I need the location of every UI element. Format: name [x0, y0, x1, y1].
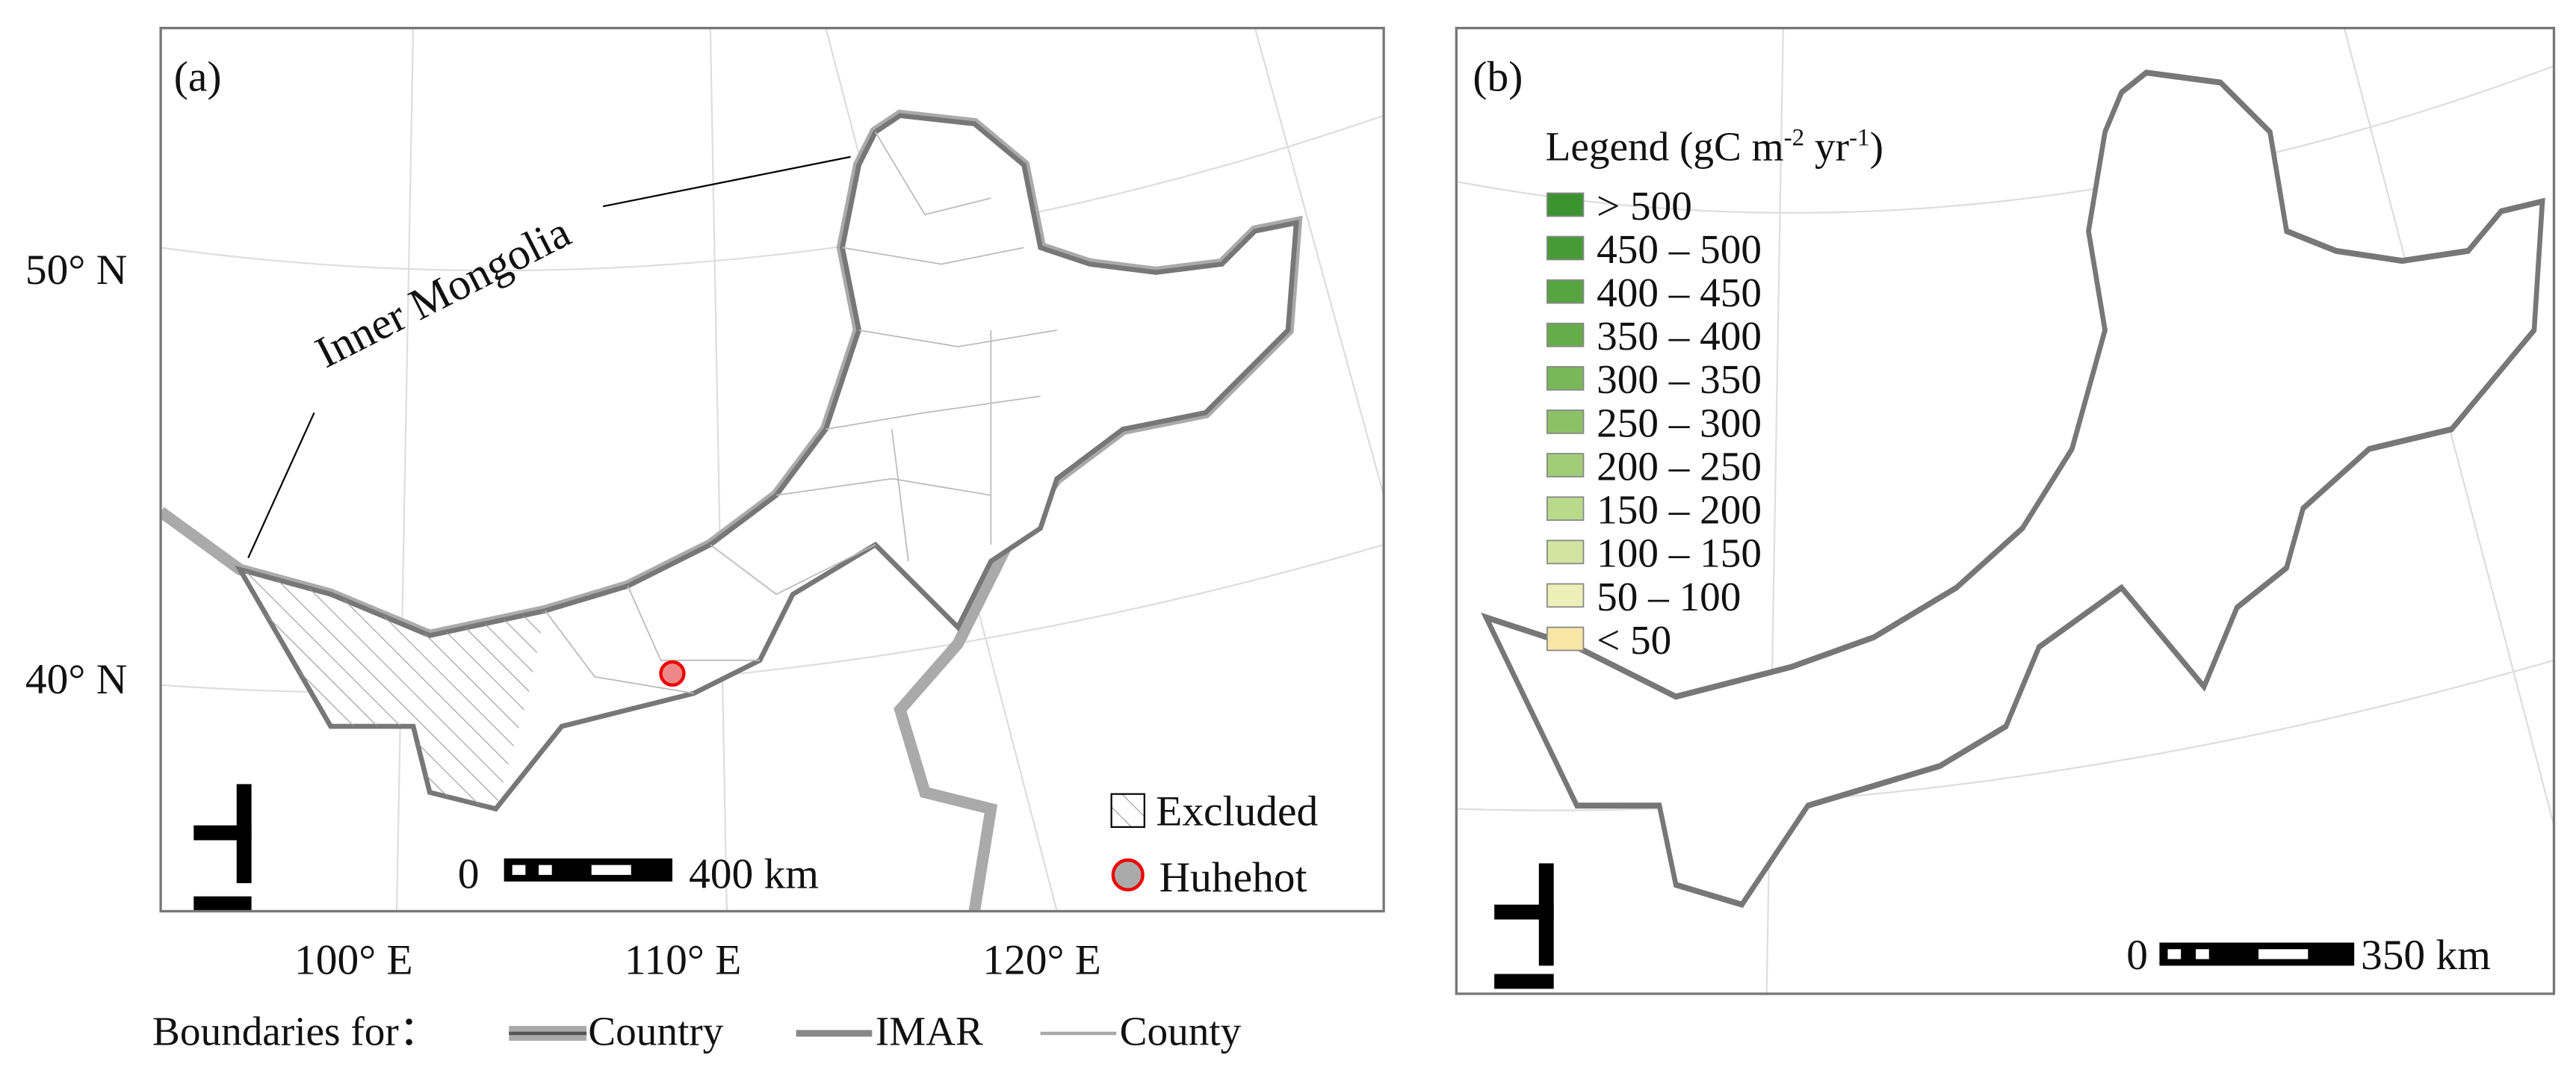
country-border — [161, 109, 1303, 912]
legend-swatch — [1546, 192, 1585, 217]
map-a: Inner Mongolia 0 400 km Excluded Huhehot… — [161, 28, 1384, 912]
arrow — [602, 155, 851, 208]
north-arrow — [193, 784, 252, 912]
lon-label: 110° E — [625, 936, 741, 983]
excluded-swatch — [1110, 793, 1145, 828]
panel-frame — [1455, 26, 2556, 995]
legend-label: Huhehot — [1159, 854, 1307, 901]
panel-label: (a) — [174, 54, 222, 101]
panel-label: (b) — [1473, 54, 1523, 101]
lon-label: 100° E — [294, 936, 413, 983]
legend-label: < 50 — [1597, 617, 1671, 663]
legend-swatch — [1546, 279, 1585, 304]
legend-swatch — [1546, 496, 1585, 522]
legend-title-text: ) — [1870, 123, 1883, 169]
scale-end: 400 km — [689, 851, 819, 898]
boundary-label: Country — [588, 1008, 723, 1054]
legend-label: 450 – 500 — [1597, 226, 1762, 272]
legend-title: Legend (gC m-2 yr-1) — [1546, 123, 1883, 169]
legend-label: Excluded — [1156, 788, 1318, 835]
legend-swatch — [1546, 626, 1585, 652]
legend-swatch — [1546, 453, 1585, 477]
legend-label: 400 – 450 — [1597, 270, 1762, 315]
annotation: Inner Mongolia — [308, 207, 578, 377]
scale-start: 0 — [458, 851, 480, 898]
map-b: 0 350 km (b) Legend (gC m-2 yr-1) > 5004… — [1456, 28, 2554, 994]
legend-title-text: yr — [1804, 123, 1849, 169]
north-arrow — [1494, 863, 1554, 989]
legend-swatch — [1546, 583, 1585, 608]
arrow — [247, 412, 315, 559]
legend-label: 350 – 400 — [1597, 313, 1762, 359]
legend-label: > 500 — [1597, 183, 1692, 229]
lon-label: 120° E — [982, 936, 1101, 983]
scale-start: 0 — [2126, 932, 2148, 979]
legend-title-sup: -2 — [1784, 123, 1805, 151]
legend-swatch — [1546, 322, 1585, 347]
legend-label: 250 – 300 — [1597, 400, 1762, 445]
excluded-area — [240, 569, 545, 809]
legend-swatch — [1546, 235, 1585, 261]
legend-title-text: Legend (gC m — [1546, 123, 1784, 169]
scale-bar — [504, 858, 672, 882]
legend-label: 50 – 100 — [1597, 574, 1741, 619]
boundary-label: IMAR — [876, 1008, 983, 1054]
legend-swatch — [1546, 366, 1585, 391]
legend-title-sup: -1 — [1849, 123, 1870, 151]
huhehot-swatch — [1111, 858, 1145, 891]
legend-label: 300 – 350 — [1597, 356, 1762, 402]
scale-end: 350 km — [2361, 932, 2491, 979]
lat-label: 40° N — [25, 656, 127, 703]
legend-label: 100 – 150 — [1597, 531, 1762, 576]
lat-label: 50° N — [25, 247, 127, 294]
huhehot-marker — [659, 660, 686, 687]
legend-swatch — [1546, 539, 1585, 565]
graticule — [161, 28, 1384, 912]
county-lines — [545, 132, 1057, 694]
panel-frame — [159, 26, 1385, 913]
boundaries-title: Boundaries for： — [152, 1008, 440, 1054]
legend-label: 150 – 200 — [1597, 487, 1762, 533]
legend-label: 200 – 250 — [1597, 443, 1762, 489]
scale-bar — [2159, 942, 2355, 966]
boundary-label: County — [1120, 1008, 1242, 1054]
legend-swatch — [1546, 409, 1585, 434]
